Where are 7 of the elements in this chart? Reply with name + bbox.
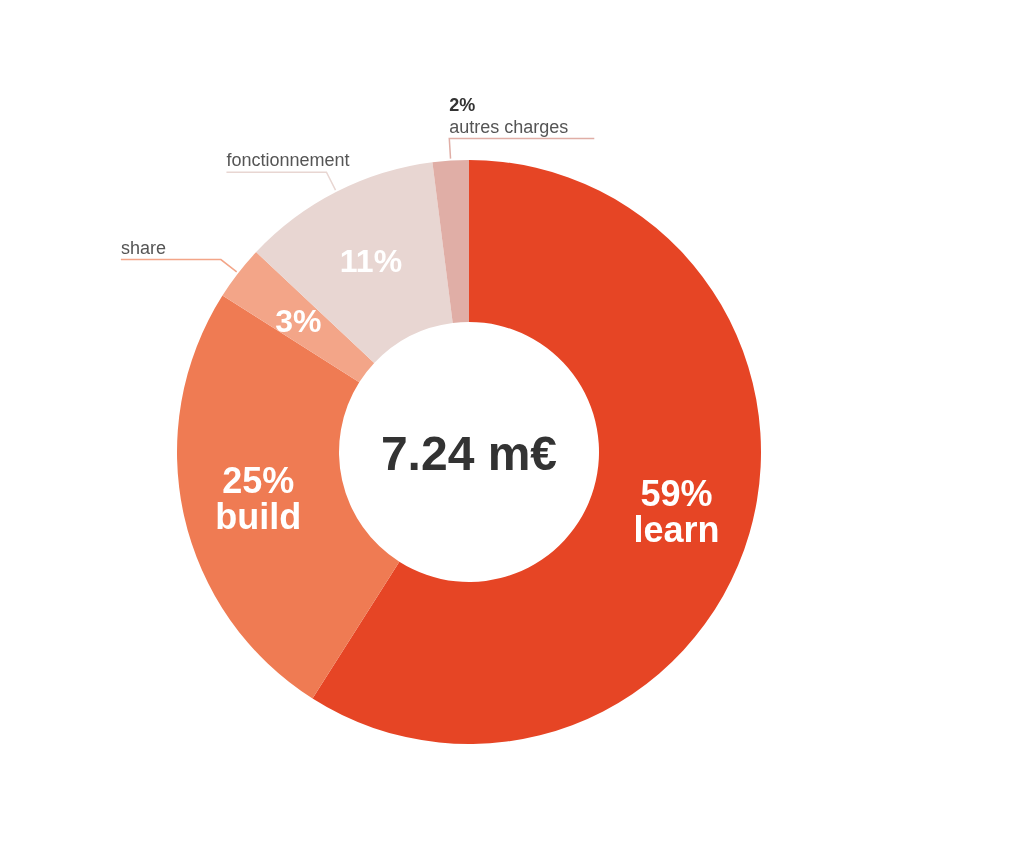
slice-label: autres charges bbox=[449, 116, 569, 137]
text: 7.24 m€ bbox=[380, 427, 558, 480]
slice-label: share bbox=[120, 237, 166, 258]
donut-slice bbox=[432, 160, 469, 324]
data-label: 2% bbox=[449, 94, 476, 115]
data-label: 3% bbox=[275, 302, 322, 339]
slice-label: fonctionnement bbox=[226, 150, 350, 171]
